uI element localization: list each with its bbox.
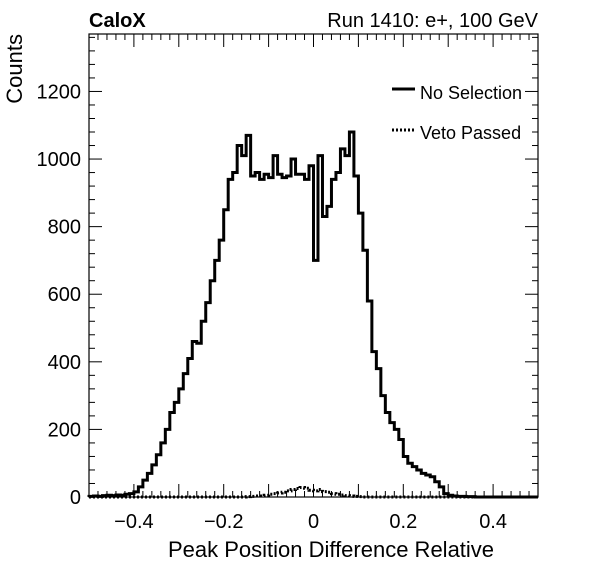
x-tick-label: 0.4 [479, 511, 507, 533]
x-tick-label: −0.4 [114, 511, 153, 533]
x-axis-tick-labels: −0.4 −0.2 0 0.2 0.4 [114, 511, 507, 533]
y-tick-label: 600 [48, 284, 81, 306]
y-tick-label: 400 [48, 352, 81, 374]
y-tick-label: 200 [48, 419, 81, 441]
series-line-no-selection [87, 130, 538, 499]
x-tick-label: 0.2 [389, 511, 417, 533]
y-axis-label: Counts [2, 34, 27, 104]
y-axis-ticks [89, 36, 538, 498]
x-axis-ticks [88, 34, 539, 497]
run-info-label: Run 1410: e+, 100 GeV [327, 10, 538, 32]
y-tick-label: 800 [48, 217, 81, 239]
legend-label-veto-passed: Veto Passed [420, 123, 521, 143]
x-tick-label: 0 [308, 511, 319, 533]
legend-label-no-selection: No Selection [420, 83, 522, 103]
x-axis-label: Peak Position Difference Relative [168, 537, 494, 562]
experiment-label: CaloX [89, 10, 146, 32]
y-tick-label: 1200 [37, 81, 82, 103]
y-axis-tick-labels: 0 200 400 600 800 1000 1200 [37, 81, 82, 509]
y-tick-label: 1000 [37, 149, 82, 171]
x-tick-label: −0.2 [204, 511, 243, 533]
legend: No Selection Veto Passed [392, 83, 522, 143]
y-tick-label: 0 [70, 487, 81, 509]
